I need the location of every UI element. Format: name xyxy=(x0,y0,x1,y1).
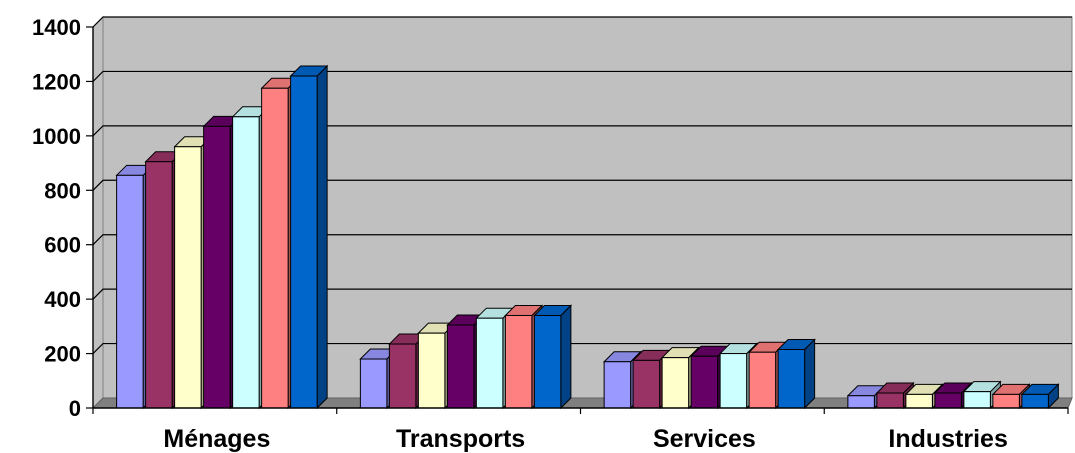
gridline xyxy=(92,70,1072,82)
y-tick-label: 1200 xyxy=(32,69,81,94)
gridlines xyxy=(92,16,1072,354)
bar-side xyxy=(560,304,572,410)
gridline xyxy=(92,125,1072,137)
gridline xyxy=(92,16,1072,28)
y-tick-label: 400 xyxy=(44,287,81,312)
bar xyxy=(289,64,329,410)
y-tick-label: 800 xyxy=(44,178,81,203)
bar-side xyxy=(316,64,328,410)
y-axis: 0 200 400 600 800 1000 1200 1400 xyxy=(32,15,94,421)
bar-front xyxy=(174,146,202,409)
bar-front xyxy=(847,395,875,409)
bar-front xyxy=(417,332,446,409)
y-tick-label: 0 xyxy=(69,396,81,421)
x-tick-label: Transports xyxy=(396,425,525,453)
bar-front xyxy=(388,343,417,409)
gridline xyxy=(92,288,1072,300)
bar-front xyxy=(203,125,231,409)
bar-front xyxy=(905,393,933,409)
y-tick-label: 1000 xyxy=(32,124,81,149)
bar xyxy=(776,338,816,410)
bar xyxy=(747,341,787,410)
bar-front xyxy=(632,359,661,409)
bar-side xyxy=(804,338,816,410)
bars xyxy=(115,64,1060,410)
bar-front xyxy=(963,391,991,409)
x-tick-label: Industries xyxy=(888,425,1007,453)
bar-front xyxy=(992,393,1020,409)
bar-front xyxy=(116,174,144,409)
bar-front xyxy=(876,392,904,409)
bar-front xyxy=(475,317,504,409)
y-tick-label: 600 xyxy=(44,233,81,258)
x-tick-label: Services xyxy=(653,425,756,453)
bar-front xyxy=(533,314,562,409)
x-tick-label: Ménages xyxy=(163,425,270,453)
gridline xyxy=(92,234,1072,246)
bar-front xyxy=(748,351,777,409)
bar-front xyxy=(359,358,388,409)
bar xyxy=(1020,383,1060,410)
bar-front xyxy=(1021,393,1049,409)
bar-front xyxy=(719,353,748,409)
x-axis: Ménages Transports Services Industries xyxy=(92,407,1069,453)
bar-front xyxy=(145,161,173,409)
bar xyxy=(533,304,573,410)
bar-front xyxy=(446,324,475,409)
bar-front xyxy=(261,87,289,409)
gridline xyxy=(92,179,1072,191)
bar-front xyxy=(504,314,533,409)
bar-front xyxy=(777,348,806,409)
bar-front xyxy=(661,357,690,409)
bar-front xyxy=(603,361,632,409)
bar-front xyxy=(934,392,962,409)
y-tick-label: 200 xyxy=(44,342,81,367)
y-tick-label: 1400 xyxy=(32,15,81,40)
bar-front xyxy=(290,75,318,409)
bar-front xyxy=(690,355,719,409)
bar-front xyxy=(232,116,260,409)
